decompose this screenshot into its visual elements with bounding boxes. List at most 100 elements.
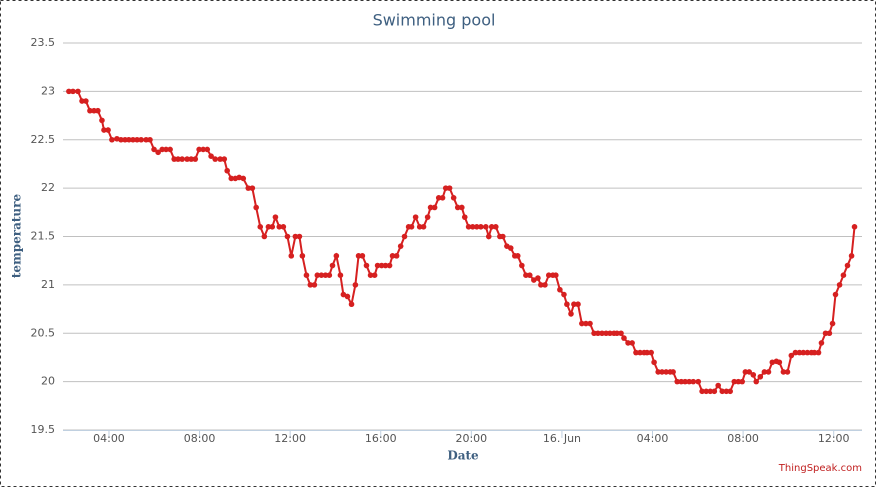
data-point [655, 369, 661, 375]
x-tick-label: 08:00 [727, 432, 759, 445]
data-point [240, 175, 247, 182]
data-point [337, 272, 344, 279]
data-point [333, 253, 340, 259]
data-point [575, 301, 581, 308]
data-point [288, 253, 295, 259]
data-point [348, 301, 355, 308]
data-point [159, 146, 165, 153]
data-point [674, 378, 680, 385]
data-point [424, 214, 431, 220]
data-point [397, 243, 404, 249]
data-point [465, 224, 472, 230]
data-point [352, 282, 359, 288]
data-point [603, 330, 609, 337]
data-point [401, 233, 408, 240]
credit[interactable]: ThingSpeak.com [778, 463, 862, 474]
data-point [138, 136, 144, 143]
data-point [276, 224, 283, 230]
data-point [663, 369, 669, 375]
data-point [614, 330, 620, 337]
data-point [359, 253, 366, 259]
data-point [784, 369, 791, 375]
data-point [695, 378, 702, 385]
data-point [542, 282, 548, 288]
data-point [163, 146, 169, 153]
data-point [151, 146, 157, 153]
data-point [836, 282, 843, 288]
data-point [587, 320, 593, 327]
data-point [272, 214, 279, 220]
y-tick-label: 23.5 [31, 36, 56, 49]
data-point [545, 272, 552, 279]
data-point [221, 156, 228, 162]
data-point [196, 146, 202, 153]
data-point [318, 272, 325, 279]
x-tick-label: 12:00 [818, 432, 850, 445]
data-point [682, 378, 688, 385]
data-point [311, 282, 318, 288]
data-point [651, 359, 657, 366]
y-tick-label: 19.5 [31, 423, 56, 436]
data-point [224, 167, 230, 174]
data-point [439, 195, 446, 201]
data-point [382, 262, 389, 269]
data-point [147, 136, 153, 143]
data-point [469, 224, 476, 230]
data-point [253, 204, 259, 211]
data-point [711, 388, 718, 395]
data-point [427, 204, 434, 211]
data-point [303, 272, 310, 279]
data-point [122, 136, 128, 143]
data-point [765, 369, 772, 375]
data-point [699, 388, 705, 395]
data-point [378, 262, 385, 269]
data-point [208, 153, 214, 159]
data-point [314, 272, 321, 279]
data-point [826, 330, 833, 337]
data-point [633, 349, 639, 356]
data-point [204, 146, 211, 153]
data-point [607, 330, 613, 337]
data-point [625, 340, 631, 346]
data-point [690, 378, 697, 385]
data-point [719, 388, 726, 395]
data-point [535, 275, 541, 281]
data-point [599, 330, 605, 337]
data-point [450, 195, 457, 201]
data-point [746, 369, 753, 375]
x-tick-label: 08:00 [184, 432, 216, 445]
data-point [91, 107, 97, 114]
y-tick-label: 20 [41, 375, 55, 388]
data-point [526, 272, 533, 279]
data-point [621, 335, 627, 341]
x-tick-label: 12:00 [274, 432, 306, 445]
data-point [269, 224, 276, 230]
data-point [629, 340, 635, 346]
data-point [130, 136, 136, 143]
x-tick-label: 04:00 [637, 432, 669, 445]
data-point [561, 291, 567, 298]
data-point [412, 214, 419, 220]
data-point [507, 245, 514, 251]
data-point [670, 369, 676, 375]
data-point [473, 224, 480, 230]
data-point [519, 262, 525, 269]
data-point [796, 349, 803, 356]
data-point [568, 311, 574, 317]
data-point [564, 301, 570, 308]
data-point [389, 253, 396, 259]
data-point [618, 330, 624, 337]
data-point [179, 156, 185, 162]
data-point [245, 185, 252, 191]
chart-title: Swimming pool [373, 11, 496, 30]
data-point [87, 107, 93, 114]
data-point [727, 388, 733, 395]
data-point [249, 185, 256, 191]
data-point [731, 378, 738, 385]
data-point [435, 195, 442, 201]
y-tick-label: 20.5 [31, 326, 56, 339]
data-point [761, 369, 768, 375]
data-point [523, 272, 529, 279]
data-point [832, 291, 839, 298]
